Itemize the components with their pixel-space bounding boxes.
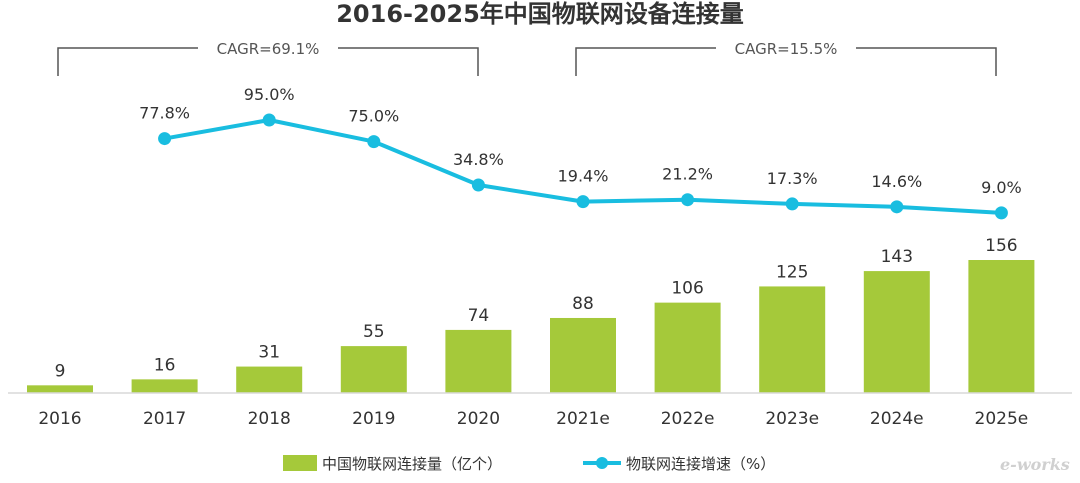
watermark-logo: e-works [1000,455,1070,474]
line-point-2021e [576,195,590,209]
line-value-label-2025e: 9.0% [981,178,1022,197]
bar-value-label-2016: 9 [55,361,66,381]
x-tick-label-2017: 2017 [143,409,186,429]
bar-value-label-2022e: 106 [671,279,703,299]
line-point-2022e [681,193,695,207]
bar-2019 [340,346,407,393]
line-point-2025e [994,206,1008,220]
line-point-2020 [471,178,485,192]
line-point-2019 [367,135,381,149]
x-tick-label-2025e: 2025e [975,409,1029,429]
legend-bar-swatch [283,455,317,471]
line-point-2018 [262,113,276,127]
x-tick-label-2019: 2019 [352,409,395,429]
bar-value-label-2024e: 143 [881,247,913,267]
line-value-label-2018: 95.0% [244,85,295,104]
cagr-label-2: CAGR=15.5% [735,40,838,58]
cagr-bracket-2: CAGR=15.5% [575,40,997,76]
bar-value-label-2025e: 156 [985,236,1017,256]
line-value-label-2019: 75.0% [348,107,399,126]
bar-2024e [863,271,930,393]
x-tick-label-2020: 2020 [457,409,500,429]
line-value-label-2017: 77.8% [139,104,190,123]
bar-series: 9 16 31 55 74 88 106 125 143 156 [27,236,1035,393]
bar-2023e [759,286,826,393]
x-axis-ticks: 2016 2017 2018 2019 2020 2021e 2022e 2023e 2024e… [38,409,1028,429]
line-point-2017 [158,132,172,146]
cagr-annotations: CAGR=69.1% CAGR=15.5% [57,40,997,76]
bar-value-label-2021e: 88 [572,294,594,314]
bar-value-label-2020: 74 [468,306,490,326]
bar-value-label-2023e: 125 [776,262,808,282]
cagr-bracket-1: CAGR=69.1% [57,40,479,76]
chart-title: 2016-2025年中国物联网设备连接量 [336,0,744,28]
line-series: 77.8% 95.0% 75.0% 34.8% 19.4% 21.2% 17.3% 14.6%… [139,85,1022,220]
bar-2021e [550,317,616,393]
line-value-label-2021e: 19.4% [558,167,609,186]
line-point-2024e [890,200,904,214]
legend: 中国物联网连接量（亿个） 物联网连接增速（%） [283,455,775,473]
bar-value-label-2017: 16 [154,355,176,375]
bar-2020 [445,329,512,393]
line-value-label-2020: 34.8% [453,150,504,169]
bar-2025e [968,260,1035,393]
legend-line-marker [596,457,608,469]
x-tick-label-2016: 2016 [38,409,81,429]
line-point-2023e [785,197,799,211]
line-value-label-2023e: 17.3% [767,169,818,188]
x-tick-label-2021e: 2021e [556,409,610,429]
x-tick-label-2022e: 2022e [661,409,715,429]
bar-2018 [236,366,303,393]
bar-value-label-2019: 55 [363,322,385,342]
bar-2016 [27,385,93,393]
x-tick-label-2024e: 2024e [870,409,924,429]
x-tick-label-2023e: 2023e [765,409,819,429]
cagr-label-1: CAGR=69.1% [217,40,320,58]
line-value-label-2024e: 14.6% [871,172,922,191]
x-tick-label-2018: 2018 [248,409,291,429]
legend-bar-label: 中国物联网连接量（亿个） [322,455,502,473]
bar-value-label-2018: 31 [258,343,280,363]
legend-line-label: 物联网连接增速（%） [626,455,775,473]
bar-2017 [131,379,198,393]
bar-2022e [654,302,721,393]
line-value-label-2022e: 21.2% [662,165,713,184]
